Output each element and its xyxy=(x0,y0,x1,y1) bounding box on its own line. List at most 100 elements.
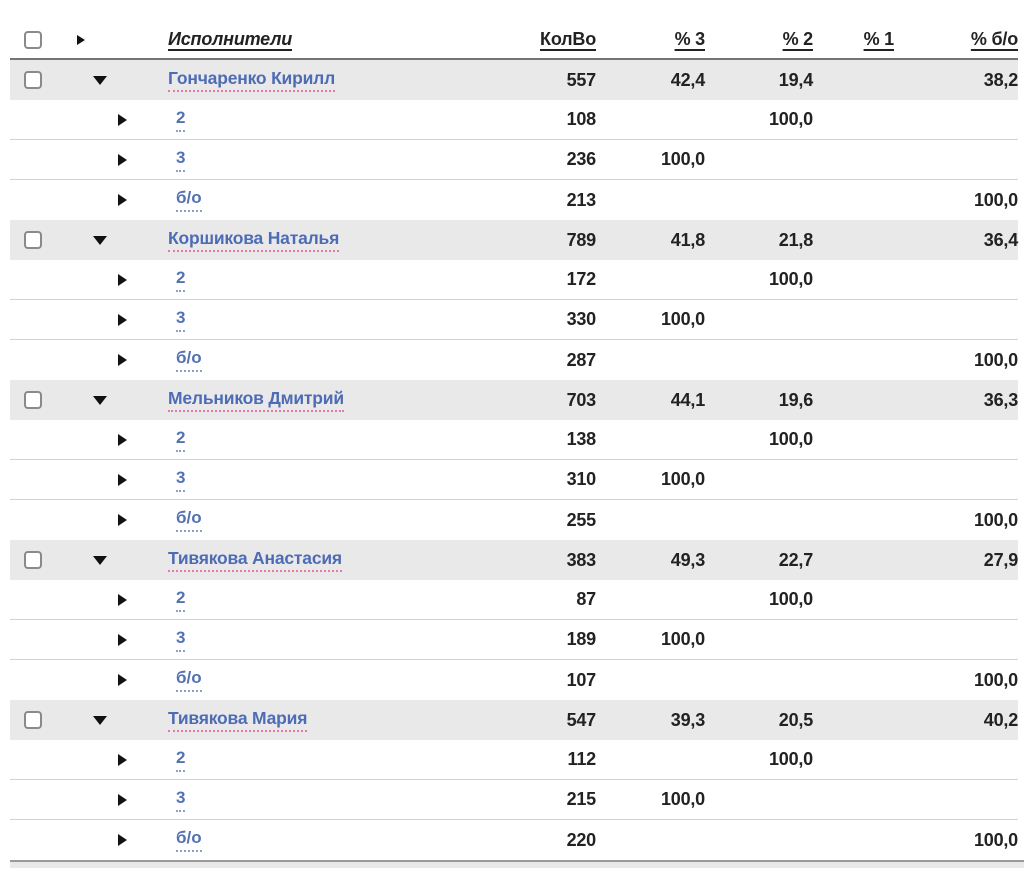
column-header-pbo[interactable]: % б/о xyxy=(970,29,1018,49)
child-row: б/о 213 100,0 xyxy=(10,180,1018,220)
p1-value-cell xyxy=(813,140,894,179)
collapse-icon[interactable] xyxy=(93,235,107,245)
p1-value-cell xyxy=(813,380,894,420)
p3-value: 100,0 xyxy=(660,149,705,169)
child-empty-cell xyxy=(10,260,62,299)
expand-icon[interactable] xyxy=(118,753,127,766)
collapse-icon[interactable] xyxy=(93,395,107,405)
group-row: Тивякова Мария 547 39,3 20,5 40,2 xyxy=(10,700,1018,740)
child-row: 3 189 100,0 xyxy=(10,620,1018,660)
p1-value-cell xyxy=(813,300,894,339)
pbo-value: 100,0 xyxy=(973,349,1018,370)
row-checkbox[interactable] xyxy=(24,71,42,89)
expand-icon[interactable] xyxy=(118,433,127,446)
collapse-icon[interactable] xyxy=(93,715,107,725)
count-value: 172 xyxy=(566,269,597,289)
row-checkbox[interactable] xyxy=(24,551,42,569)
grade-link[interactable]: 2 xyxy=(176,268,186,292)
grade-link[interactable]: 2 xyxy=(176,588,186,612)
collapse-icon[interactable] xyxy=(93,555,107,565)
expand-icon[interactable] xyxy=(118,194,127,206)
p2-value-cell: 21,8 xyxy=(705,220,813,260)
column-header-p1[interactable]: % 1 xyxy=(863,29,895,49)
expand-icon[interactable] xyxy=(118,514,127,526)
row-select-cell xyxy=(10,380,62,420)
p1-value-cell xyxy=(813,220,894,260)
grade-link[interactable]: 2 xyxy=(176,428,186,452)
count-value: 112 xyxy=(567,749,597,769)
grade-link[interactable]: 3 xyxy=(176,628,186,652)
grade-link[interactable]: 3 xyxy=(176,468,186,492)
performer-link[interactable]: Гончаренко Кирилл xyxy=(168,68,335,92)
collapse-cell xyxy=(62,220,134,260)
grade-cell: 3 xyxy=(134,300,436,339)
p2-value-cell: 22,7 xyxy=(705,540,813,580)
column-header-p2[interactable]: % 2 xyxy=(782,29,814,49)
count-value-cell: 138 xyxy=(436,420,597,459)
collapse-all-icon[interactable] xyxy=(77,34,85,45)
expand-icon[interactable] xyxy=(118,153,127,166)
pbo-value-cell xyxy=(894,620,1018,659)
expand-icon[interactable] xyxy=(118,313,127,326)
expand-icon[interactable] xyxy=(118,834,127,846)
grade-link[interactable]: б/о xyxy=(176,668,202,692)
expand-icon[interactable] xyxy=(118,113,127,126)
select-all-checkbox[interactable] xyxy=(24,30,42,49)
performer-link[interactable]: Мельников Дмитрий xyxy=(168,388,344,412)
collapse-icon[interactable] xyxy=(93,75,107,85)
child-empty-cell xyxy=(10,820,62,860)
row-checkbox[interactable] xyxy=(24,391,42,409)
count-value-cell: 215 xyxy=(436,780,597,819)
collapse-cell xyxy=(62,60,134,100)
count-value-cell: 330 xyxy=(436,300,597,339)
row-checkbox[interactable] xyxy=(24,231,42,249)
grade-link[interactable]: б/о xyxy=(176,348,202,372)
grade-link[interactable]: 2 xyxy=(176,108,186,132)
expand-icon[interactable] xyxy=(118,674,127,686)
grade-link[interactable]: 3 xyxy=(176,308,186,332)
performer-link[interactable]: Тивякова Анастасия xyxy=(168,548,342,572)
p2-value-cell: 100,0 xyxy=(705,580,813,619)
expand-icon[interactable] xyxy=(118,273,127,286)
performer-link[interactable]: Коршикова Наталья xyxy=(168,228,339,252)
p1-value-cell xyxy=(813,820,894,860)
expand-icon[interactable] xyxy=(118,473,127,486)
column-header-performers[interactable]: Исполнители xyxy=(168,29,293,49)
child-empty-cell xyxy=(10,620,62,659)
p1-value-cell xyxy=(813,180,894,220)
collapse-all-cell xyxy=(62,21,134,58)
column-header-count[interactable]: КолВо xyxy=(540,29,596,49)
expand-cell xyxy=(62,620,134,659)
column-header-p3[interactable]: % 3 xyxy=(674,29,706,49)
p2-value: 100,0 xyxy=(768,269,813,289)
pbo-value-cell xyxy=(894,780,1018,819)
expand-icon[interactable] xyxy=(118,593,127,606)
expand-icon[interactable] xyxy=(118,793,127,806)
count-value-cell: 383 xyxy=(436,540,597,580)
expand-icon[interactable] xyxy=(118,354,127,366)
pbo-value-cell: 38,2 xyxy=(894,60,1018,100)
row-checkbox[interactable] xyxy=(24,711,42,729)
p2-value-cell: 19,6 xyxy=(705,380,813,420)
performer-cell: Тивякова Анастасия xyxy=(134,540,436,580)
grade-link[interactable]: б/о xyxy=(176,188,202,212)
grade-link[interactable]: 3 xyxy=(176,788,186,812)
grade-cell: б/о xyxy=(134,340,436,380)
grade-cell: б/о xyxy=(134,660,436,700)
p2-value-cell xyxy=(705,620,813,659)
count-value: 87 xyxy=(576,589,596,609)
count-value-cell: 547 xyxy=(436,700,597,740)
child-empty-cell xyxy=(10,580,62,619)
p3-value-cell xyxy=(596,180,705,220)
grade-link[interactable]: б/о xyxy=(176,508,202,532)
grade-link[interactable]: 3 xyxy=(176,148,186,172)
performer-link[interactable]: Тивякова Мария xyxy=(168,708,307,732)
p2-value-cell xyxy=(705,180,813,220)
pbo-value-cell xyxy=(894,140,1018,179)
p2-value: 19,6 xyxy=(778,389,813,410)
performer-cell: Коршикова Наталья xyxy=(134,220,436,260)
child-empty-cell xyxy=(10,140,62,179)
expand-icon[interactable] xyxy=(118,633,127,646)
grade-link[interactable]: 2 xyxy=(176,748,186,772)
grade-link[interactable]: б/о xyxy=(176,828,202,852)
